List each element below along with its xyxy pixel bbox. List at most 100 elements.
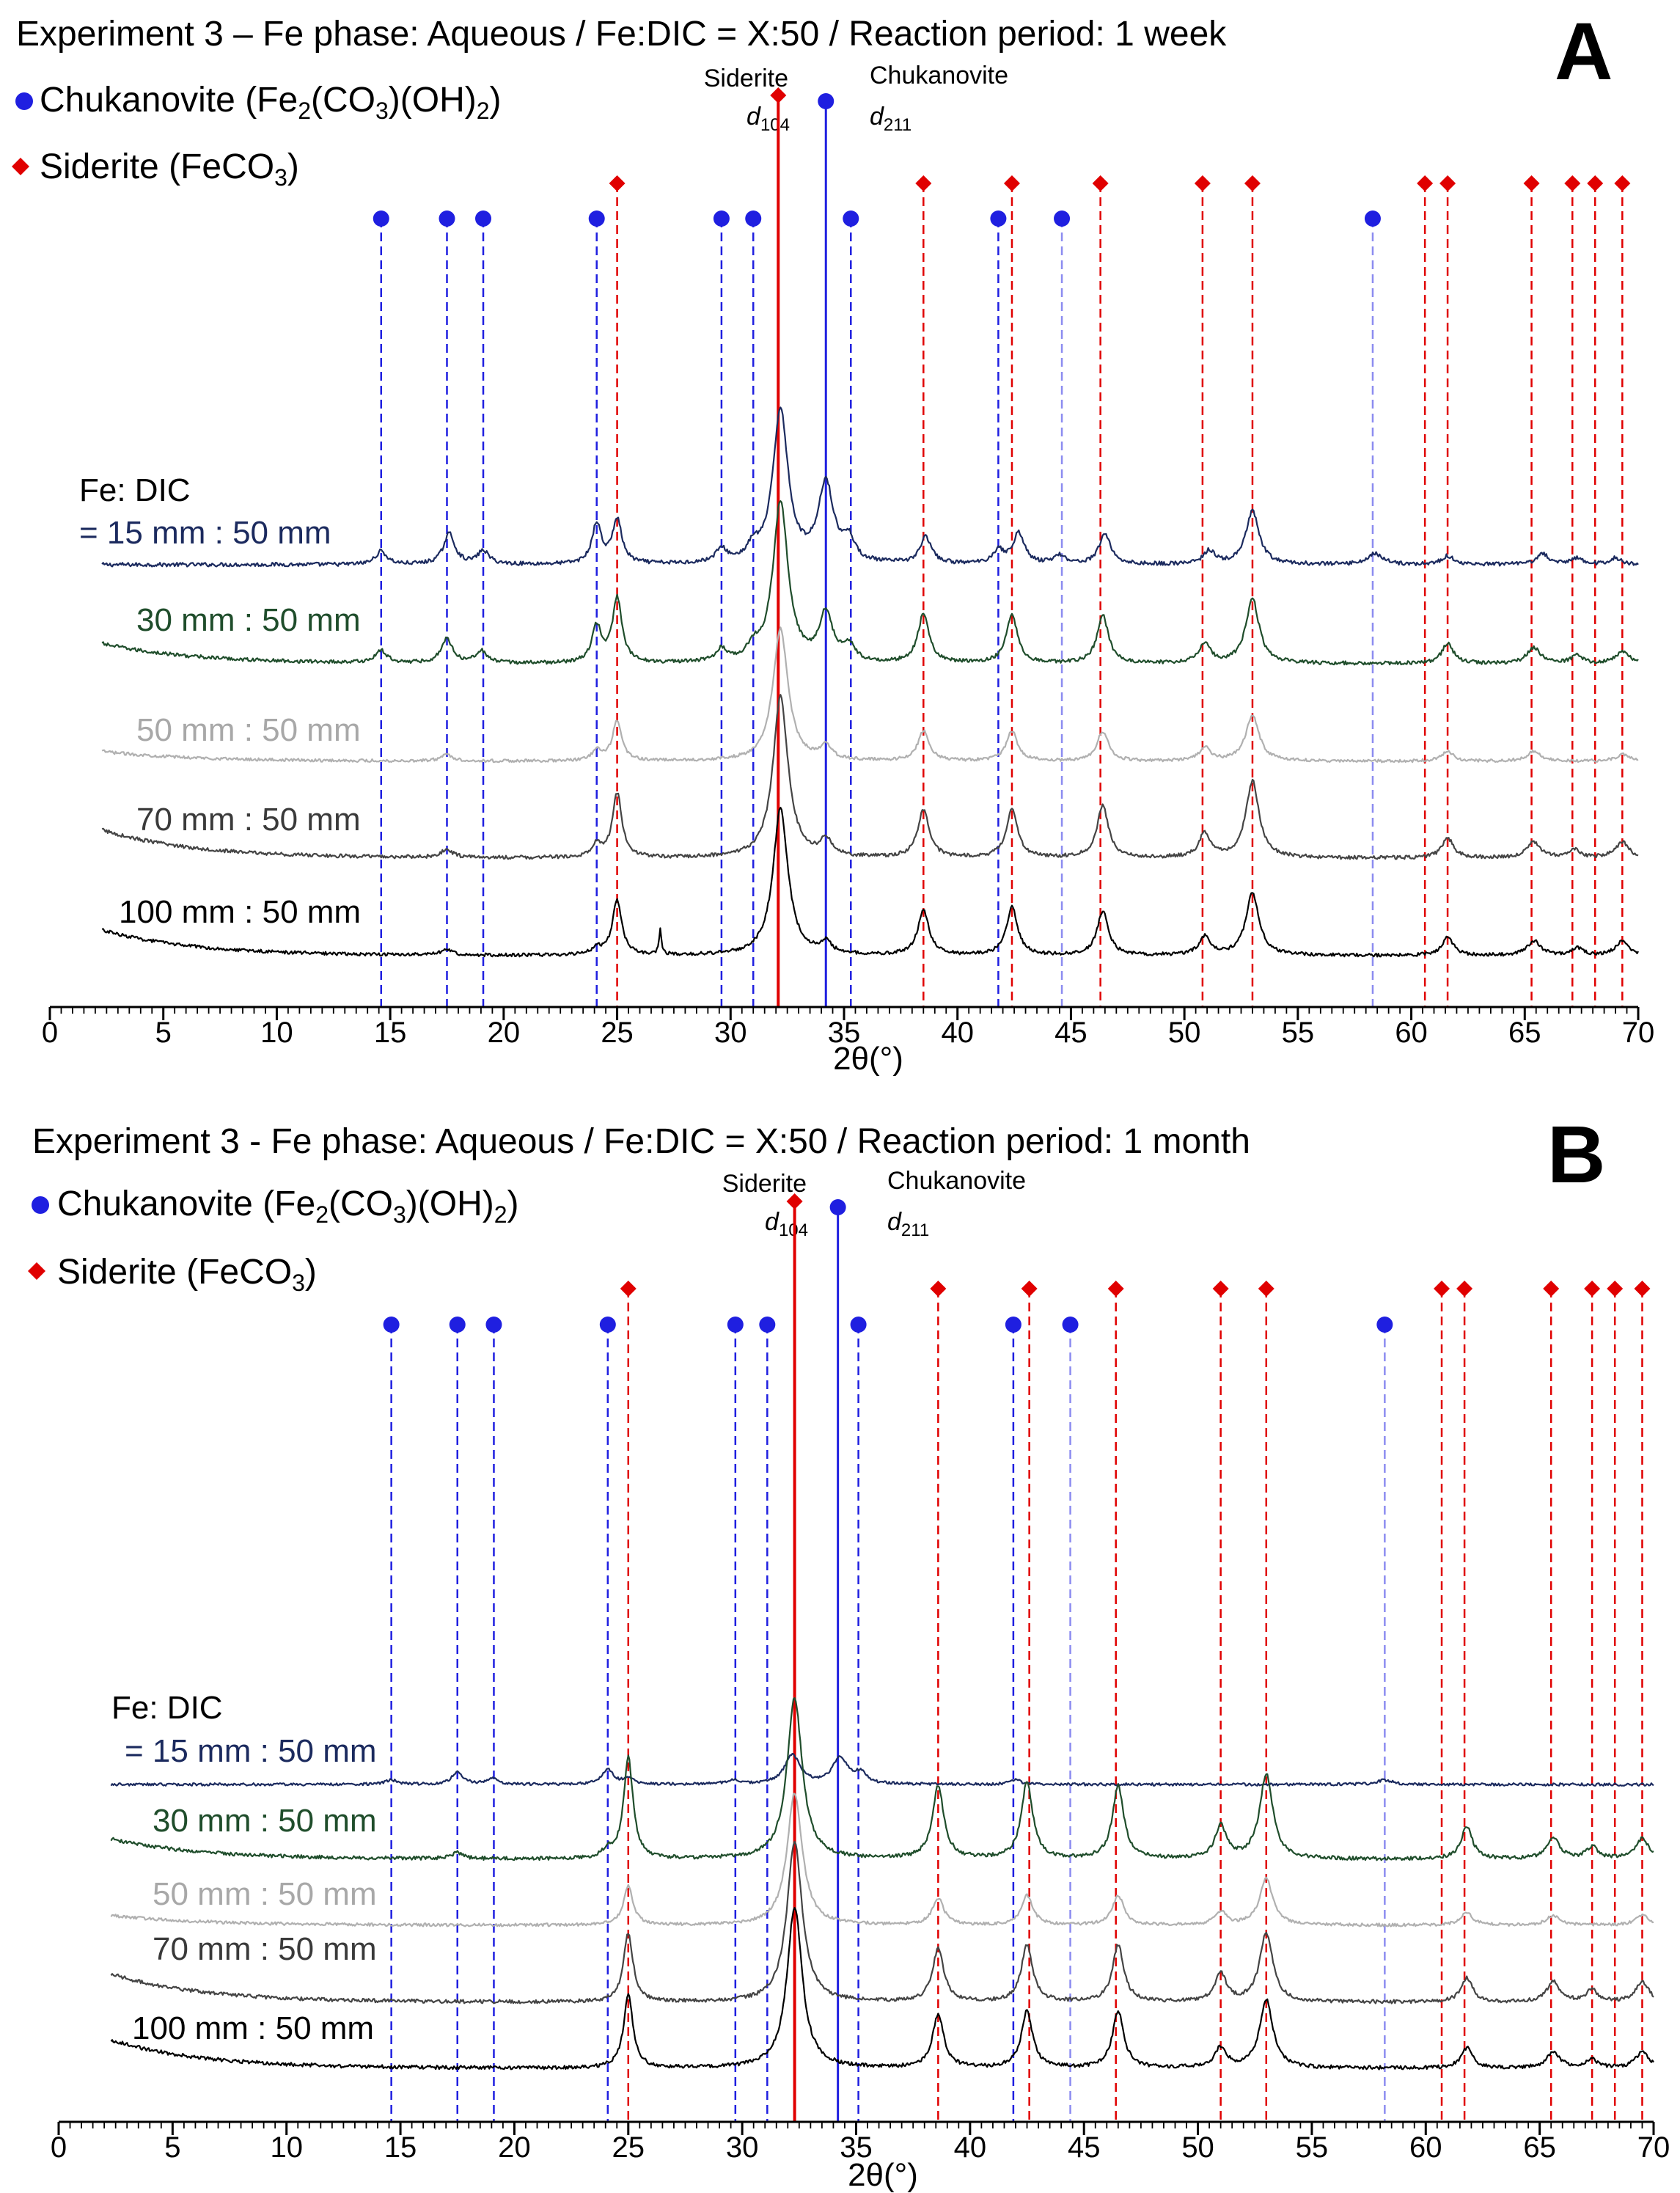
chukanovite-marker (759, 1317, 776, 1333)
siderite-marker (1607, 1281, 1624, 1297)
x-tick-label: 70 (1622, 1017, 1655, 1049)
panel-b-series-label-30: 30 mm : 50 mm (153, 1803, 377, 1839)
chukanovite-marker (745, 210, 762, 227)
legend-b-siderite-label: Siderite (FeCO3) (57, 1253, 317, 1296)
siderite-marker (1439, 175, 1456, 191)
siderite-marker (1456, 1281, 1473, 1297)
x-tick-label: 40 (954, 2131, 987, 2164)
xrd-pattern-1 (101, 406, 1639, 568)
x-tick-label: 20 (488, 1017, 521, 1049)
chukanovite-d211-marker (818, 93, 835, 109)
x-tick-label: 0 (42, 1017, 58, 1049)
panel-a-patterns (101, 406, 1639, 958)
chukanovite-marker (588, 210, 605, 227)
panel-a: Experiment 3 – Fe phase: Aqueous / Fe:DI… (12, 7, 1654, 1077)
siderite-marker (620, 1281, 637, 1297)
legend-siderite-label: Siderite (FeCO3) (40, 147, 299, 191)
x-tick-label: 65 (1523, 2131, 1556, 2164)
panel-a-series-label-50: 50 mm : 50 mm (136, 712, 361, 748)
siderite-marker (1092, 175, 1109, 191)
x-tick-label: 55 (1296, 2131, 1329, 2164)
x-tick-label: 35 (828, 1017, 861, 1049)
x-tick-label: 30 (714, 1017, 747, 1049)
chukanovite-marker (990, 210, 1007, 227)
siderite-marker (1564, 175, 1581, 191)
x-tick-label: 15 (384, 2131, 417, 2164)
panel-b-siderite-annotation-name: Siderite (722, 1170, 807, 1198)
chukanovite-d211-marker (829, 1199, 846, 1215)
xrd-pattern-4 (101, 694, 1639, 860)
x-tick-label: 55 (1282, 1017, 1315, 1049)
x-tick-label: 60 (1395, 1017, 1428, 1049)
siderite-marker (1543, 1281, 1560, 1297)
panel-a-siderite-annotation-hkl: d104 (747, 103, 790, 135)
siderite-d104-marker (770, 87, 787, 103)
x-tick-label: 5 (155, 1017, 172, 1049)
panel-b-x-axis-label: 2θ(°) (848, 2157, 918, 2193)
panel-b-x-axis: 0 5 10 15 20 25 30 35 40 45 50 55 60 65 70 (51, 2120, 1670, 2164)
x-tick-label: 0 (51, 2131, 67, 2164)
x-tick-label: 60 (1409, 2131, 1442, 2164)
x-tick-label: 50 (1181, 2131, 1214, 2164)
chukanovite-marker (373, 210, 389, 227)
panel-b-chukanovite-annotation-name: Chukanovite (887, 1167, 1026, 1195)
chukanovite-marker (439, 210, 455, 227)
x-tick-label: 25 (601, 1017, 634, 1049)
siderite-marker (1212, 1281, 1229, 1297)
xrd-pattern-5 (101, 807, 1639, 958)
chukanovite-marker (850, 1317, 867, 1333)
siderite-marker (915, 175, 932, 191)
legend-b-siderite-marker (28, 1262, 45, 1280)
panel-b-title: Experiment 3 - Fe phase: Aqueous / Fe:DI… (32, 1122, 1250, 1161)
panel-b: Experiment 3 - Fe phase: Aqueous / Fe:DI… (28, 1110, 1670, 2193)
x-tick-label: 10 (260, 1017, 293, 1049)
siderite-marker (1003, 175, 1020, 191)
x-tick-label: 15 (374, 1017, 407, 1049)
panel-a-series-label-30: 30 mm : 50 mm (136, 602, 361, 638)
x-tick-label: 35 (840, 2131, 873, 2164)
legend-chukanovite-label: Chukanovite (Fe2(CO3)(OH)2) (40, 81, 502, 124)
panel-a-title: Experiment 3 – Fe phase: Aqueous / Fe:DI… (16, 15, 1227, 54)
x-tick-label: 65 (1508, 1017, 1541, 1049)
panel-a-x-axis-label: 2θ(°) (833, 1041, 903, 1077)
chukanovite-marker (475, 210, 492, 227)
chukanovite-marker (713, 210, 730, 227)
panel-a-chukanovite-annotation-name: Chukanovite (870, 62, 1008, 89)
siderite-marker (1614, 175, 1631, 191)
chukanovite-marker (843, 210, 859, 227)
chukanovite-marker (383, 1317, 400, 1333)
chukanovite-marker (1005, 1317, 1021, 1333)
panel-a-reference-lines (373, 87, 1631, 1007)
siderite-marker (1584, 1281, 1601, 1297)
xrd-pattern-3 (101, 626, 1639, 764)
x-tick-label: 40 (941, 1017, 974, 1049)
xrd-pattern-4 (110, 1840, 1654, 2005)
panel-b-siderite-annotation-hkl: d104 (765, 1208, 808, 1240)
xrd-pattern-1 (110, 1753, 1654, 1787)
siderite-marker (930, 1281, 947, 1297)
chukanovite-marker (1062, 1317, 1079, 1333)
x-tick-label: 20 (498, 2131, 531, 2164)
panel-b-series-label-50: 50 mm : 50 mm (153, 1876, 377, 1912)
panel-a-siderite-annotation-name: Siderite (704, 65, 788, 92)
panel-a-chukanovite-annotation-hkl: d211 (870, 103, 911, 135)
legend-chukanovite-marker (15, 92, 33, 110)
chukanovite-marker (1054, 210, 1071, 227)
x-tick-label: 5 (164, 2131, 180, 2164)
panel-b-series-label-15: = 15 mm : 50 mm (125, 1733, 377, 1769)
chukanovite-marker (1364, 210, 1381, 227)
chukanovite-marker (485, 1317, 502, 1333)
panel-b-reference-lines (383, 1193, 1651, 2122)
panel-b-series-header: Fe: DIC (111, 1690, 223, 1726)
legend-siderite-marker (12, 158, 29, 175)
xrd-pattern-5 (110, 1907, 1654, 2071)
x-tick-label: 45 (1068, 2131, 1101, 2164)
siderite-marker (609, 175, 626, 191)
chukanovite-marker (1376, 1317, 1393, 1333)
panel-b-chukanovite-annotation-hkl: d211 (887, 1208, 929, 1240)
panel-a-series-label-100: 100 mm : 50 mm (119, 894, 361, 930)
chukanovite-marker (599, 1317, 616, 1333)
x-tick-label: 25 (612, 2131, 645, 2164)
panel-a-series-label-15: = 15 mm : 50 mm (79, 515, 331, 551)
